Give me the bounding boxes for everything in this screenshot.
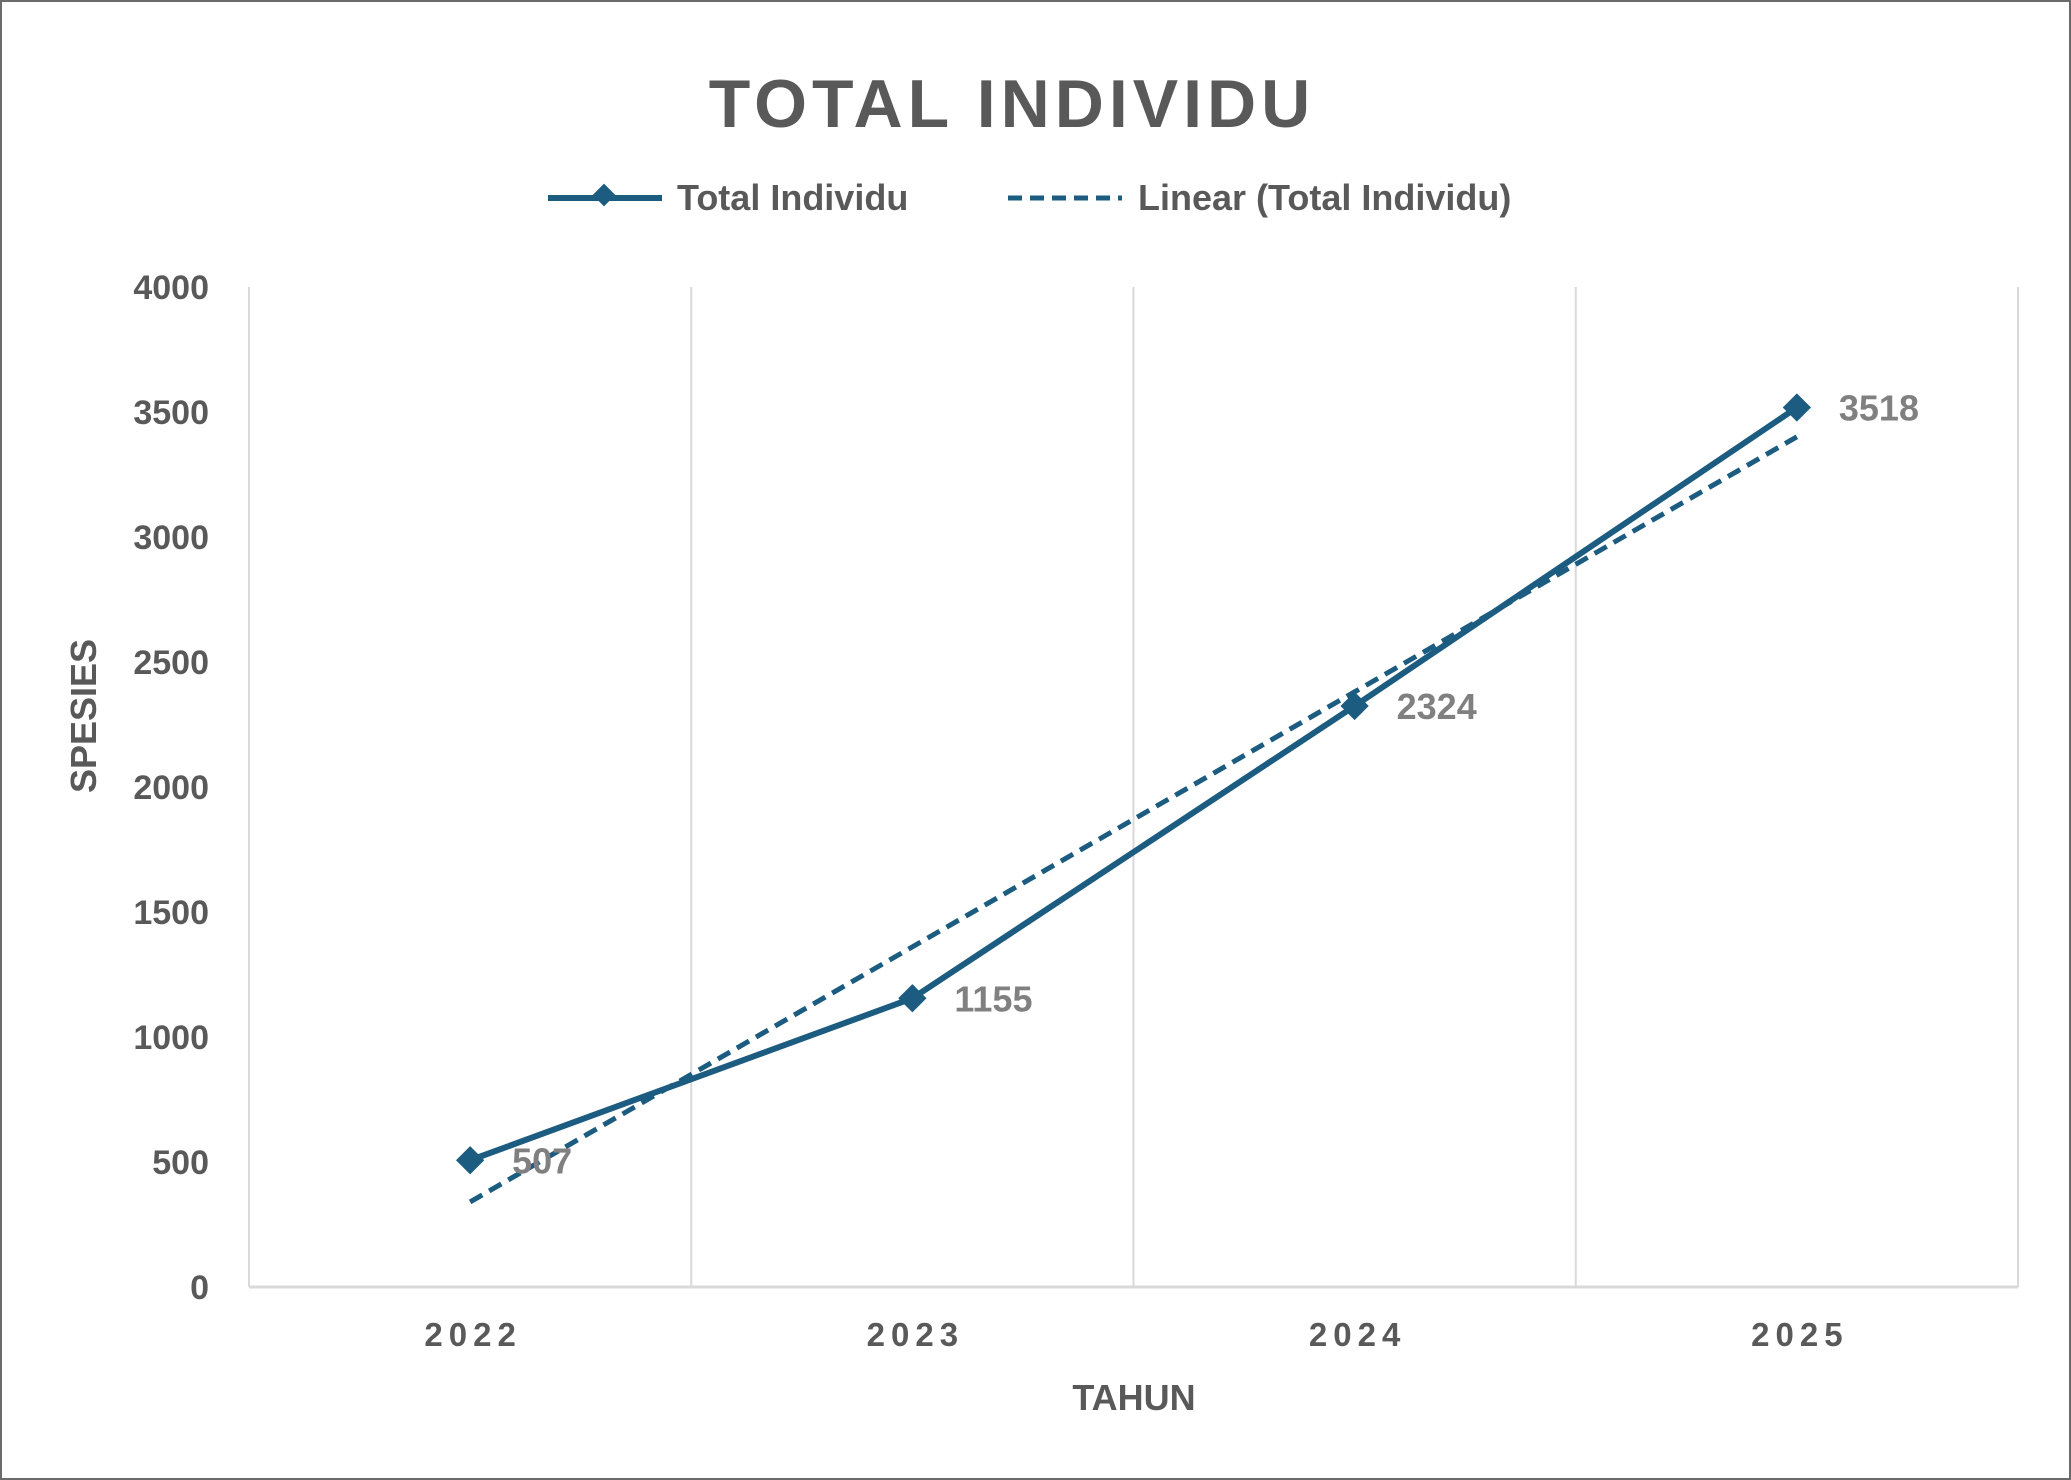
- series: 507 1155 2324 3518: [455, 388, 1919, 1205]
- data-point-marker: [455, 1146, 485, 1175]
- x-tick-label: 2024: [1309, 1316, 1406, 1353]
- data-point-marker: [1782, 393, 1812, 422]
- x-tick-label: 2022: [424, 1316, 521, 1353]
- data-label: 2324: [1397, 686, 1477, 727]
- data-label: 1155: [954, 978, 1032, 1019]
- x-axis-label: TAHUN: [1072, 1377, 1195, 1418]
- data-point-marker: [898, 984, 927, 1013]
- y-tick-label: 2500: [133, 644, 209, 682]
- y-tick-label: 3500: [133, 394, 209, 432]
- legend: Total Individu Linear (Total Individu): [548, 177, 1511, 218]
- y-axis-label: SPESIES: [63, 639, 104, 793]
- legend-label-linear-trend: Linear (Total Individu): [1138, 177, 1511, 218]
- y-tick-label: 1500: [133, 894, 209, 932]
- y-tick-label: 1000: [133, 1019, 209, 1057]
- x-tick-label: 2023: [867, 1316, 964, 1353]
- legend-label-total-individu: Total Individu: [677, 177, 908, 218]
- y-tick-label: 4000: [133, 269, 209, 307]
- chart-title: TOTAL INDIVIDU: [709, 66, 1315, 142]
- y-tick-label: 500: [152, 1144, 209, 1182]
- data-label: 507: [512, 1140, 572, 1181]
- y-axis-ticks: 0 500 1000 1500 2000 2500 3000 3500 4000: [133, 269, 209, 1307]
- trendline-linear: [468, 434, 1799, 1205]
- series-line-total-individu: [469, 405, 1799, 1164]
- y-tick-label: 2000: [133, 769, 209, 807]
- x-tick-label: 2025: [1751, 1316, 1848, 1353]
- legend-marker-diamond: [592, 183, 616, 207]
- gridlines: [248, 287, 2019, 1289]
- y-tick-label: 0: [190, 1269, 209, 1307]
- data-label: 3518: [1839, 388, 1919, 429]
- x-axis-ticks: 2022 2023 2024 2025: [424, 1316, 1848, 1353]
- y-tick-label: 3000: [133, 519, 209, 557]
- data-point-marker: [1340, 691, 1369, 721]
